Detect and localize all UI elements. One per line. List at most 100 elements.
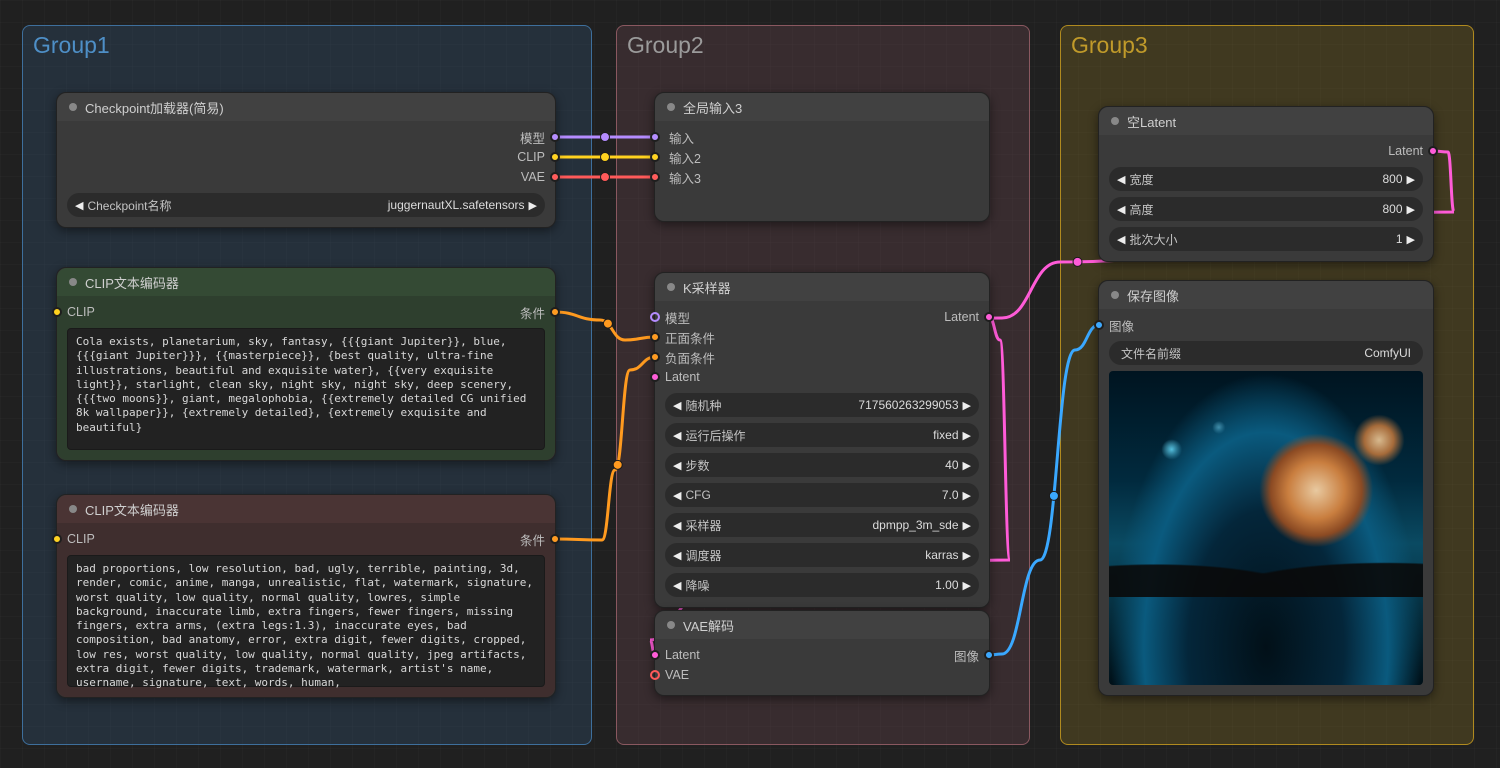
widget-高度[interactable]: ◀高度800▶	[1109, 197, 1423, 221]
socket-icon[interactable]	[1094, 320, 1104, 330]
socket-icon[interactable]	[1428, 146, 1438, 156]
prev-arrow-icon[interactable]: ◀	[673, 459, 681, 472]
output-port-latent[interactable]: Latent	[1109, 141, 1423, 161]
node-global-input[interactable]: 全局输入3 输入 输入2 输入3	[654, 92, 990, 222]
node-title: K采样器	[683, 278, 731, 297]
node-checkpoint-loader[interactable]: Checkpoint加载器(简易) 模型 CLIP VAE ◀ Checkpoi…	[56, 92, 556, 228]
input-socket-clip[interactable]	[52, 307, 62, 317]
input-socket-clip[interactable]	[52, 534, 62, 544]
input-port-image[interactable]: 图像	[1109, 315, 1423, 335]
widget-调度器[interactable]: ◀调度器karras▶	[665, 543, 979, 567]
node-title: VAE解码	[683, 616, 734, 635]
widget-批次大小[interactable]: ◀批次大小1▶	[1109, 227, 1423, 251]
collapse-dot-icon[interactable]	[69, 103, 77, 111]
input-port-negative[interactable]: 负面条件	[665, 347, 979, 367]
socket-icon[interactable]	[650, 172, 660, 182]
output-port-clip[interactable]: CLIP	[67, 147, 545, 167]
collapse-dot-icon[interactable]	[1111, 291, 1119, 299]
node-header[interactable]: Checkpoint加载器(简易)	[57, 93, 555, 121]
widget-运行后操作[interactable]: ◀运行后操作fixed▶	[665, 423, 979, 447]
next-arrow-icon[interactable]: ▶	[963, 519, 971, 532]
io-row: Latent 图像	[665, 645, 979, 665]
next-arrow-icon[interactable]: ▶	[963, 459, 971, 472]
node-header[interactable]: 全局输入3	[655, 93, 989, 121]
node-clip-text-encode-negative[interactable]: CLIP文本编码器 CLIP 条件 bad proportions, low r…	[56, 494, 556, 698]
collapse-dot-icon[interactable]	[667, 103, 675, 111]
input-socket-model[interactable]	[650, 312, 660, 322]
collapse-dot-icon[interactable]	[69, 278, 77, 286]
socket-icon[interactable]	[650, 132, 660, 142]
prev-arrow-icon[interactable]: ◀	[1117, 203, 1125, 216]
widget-CFG[interactable]: ◀CFG7.0▶	[665, 483, 979, 507]
widget-随机种[interactable]: ◀随机种717560263299053▶	[665, 393, 979, 417]
widget-降噪[interactable]: ◀降噪1.00▶	[665, 573, 979, 597]
prev-arrow-icon[interactable]: ◀	[75, 199, 83, 212]
socket-icon[interactable]	[550, 152, 560, 162]
socket-icon[interactable]	[650, 352, 660, 362]
next-arrow-icon[interactable]: ▶	[963, 429, 971, 442]
prev-arrow-icon[interactable]: ◀	[673, 399, 681, 412]
collapse-dot-icon[interactable]	[667, 621, 675, 629]
node-title: 空Latent	[1127, 112, 1176, 131]
checkpoint-name-selector[interactable]: ◀ Checkpoint名称 juggernautXL.safetensors …	[67, 193, 545, 217]
node-save-image[interactable]: 保存图像 图像 文件名前缀 ComfyUI	[1098, 280, 1434, 696]
prev-arrow-icon[interactable]: ◀	[673, 429, 681, 442]
socket-icon[interactable]	[650, 670, 660, 680]
prev-arrow-icon[interactable]: ◀	[673, 489, 681, 502]
next-arrow-icon[interactable]: ▶	[529, 199, 537, 212]
node-header[interactable]: 空Latent	[1099, 107, 1433, 135]
prev-arrow-icon[interactable]: ◀	[673, 579, 681, 592]
prompt-text-input[interactable]: Cola exists, planetarium, sky, fantasy, …	[67, 328, 545, 450]
next-arrow-icon[interactable]: ▶	[1407, 233, 1415, 246]
output-socket-cond[interactable]	[550, 307, 560, 317]
node-empty-latent[interactable]: 空Latent Latent ◀宽度800▶ ◀高度800▶ ◀批次大小1▶	[1098, 106, 1434, 262]
prev-arrow-icon[interactable]: ◀	[673, 549, 681, 562]
widget-步数[interactable]: ◀步数40▶	[665, 453, 979, 477]
input-port[interactable]: 输入	[665, 127, 979, 147]
node-header[interactable]: VAE解码	[655, 611, 989, 639]
next-arrow-icon[interactable]: ▶	[963, 489, 971, 502]
next-arrow-icon[interactable]: ▶	[1407, 173, 1415, 186]
filename-prefix-input[interactable]: 文件名前缀 ComfyUI	[1109, 341, 1423, 365]
input-port[interactable]: 输入2	[665, 147, 979, 167]
prev-arrow-icon[interactable]: ◀	[673, 519, 681, 532]
input-port[interactable]: 输入3	[665, 167, 979, 187]
next-arrow-icon[interactable]: ▶	[963, 549, 971, 562]
node-vae-decode[interactable]: VAE解码 Latent 图像 VAE	[654, 610, 990, 696]
output-image-preview[interactable]	[1109, 371, 1423, 685]
next-arrow-icon[interactable]: ▶	[1407, 203, 1415, 216]
prompt-text-input[interactable]: bad proportions, low resolution, bad, ug…	[67, 555, 545, 687]
io-row: 模型 Latent	[665, 307, 979, 327]
socket-icon[interactable]	[650, 152, 660, 162]
socket-icon[interactable]	[550, 132, 560, 142]
node-header[interactable]: K采样器	[655, 273, 989, 301]
node-title: 全局输入3	[683, 98, 742, 117]
output-socket-latent[interactable]	[984, 312, 994, 322]
collapse-dot-icon[interactable]	[1111, 117, 1119, 125]
socket-icon[interactable]	[650, 332, 660, 342]
input-port-positive[interactable]: 正面条件	[665, 327, 979, 347]
node-header[interactable]: CLIP文本编码器	[57, 495, 555, 523]
node-ksampler[interactable]: K采样器 模型 Latent 正面条件 负面条件 Latent ◀随机种7175…	[654, 272, 990, 608]
prev-arrow-icon[interactable]: ◀	[1117, 233, 1125, 246]
next-arrow-icon[interactable]: ▶	[963, 399, 971, 412]
socket-icon[interactable]	[550, 172, 560, 182]
output-socket-cond[interactable]	[550, 534, 560, 544]
output-socket-image[interactable]	[984, 650, 994, 660]
input-socket-latent[interactable]	[650, 650, 660, 660]
collapse-dot-icon[interactable]	[667, 283, 675, 291]
node-header[interactable]: 保存图像	[1099, 281, 1433, 309]
node-header[interactable]: CLIP文本编码器	[57, 268, 555, 296]
socket-icon[interactable]	[650, 372, 660, 382]
output-port-model[interactable]: 模型	[67, 127, 545, 147]
node-clip-text-encode-positive[interactable]: CLIP文本编码器 CLIP 条件 Cola exists, planetari…	[56, 267, 556, 461]
input-port-vae[interactable]: VAE	[665, 665, 979, 685]
next-arrow-icon[interactable]: ▶	[963, 579, 971, 592]
node-title: CLIP文本编码器	[85, 500, 179, 519]
prev-arrow-icon[interactable]: ◀	[1117, 173, 1125, 186]
widget-宽度[interactable]: ◀宽度800▶	[1109, 167, 1423, 191]
widget-采样器[interactable]: ◀采样器dpmpp_3m_sde▶	[665, 513, 979, 537]
input-port-latent[interactable]: Latent	[665, 367, 979, 387]
collapse-dot-icon[interactable]	[69, 505, 77, 513]
output-port-vae[interactable]: VAE	[67, 167, 545, 187]
